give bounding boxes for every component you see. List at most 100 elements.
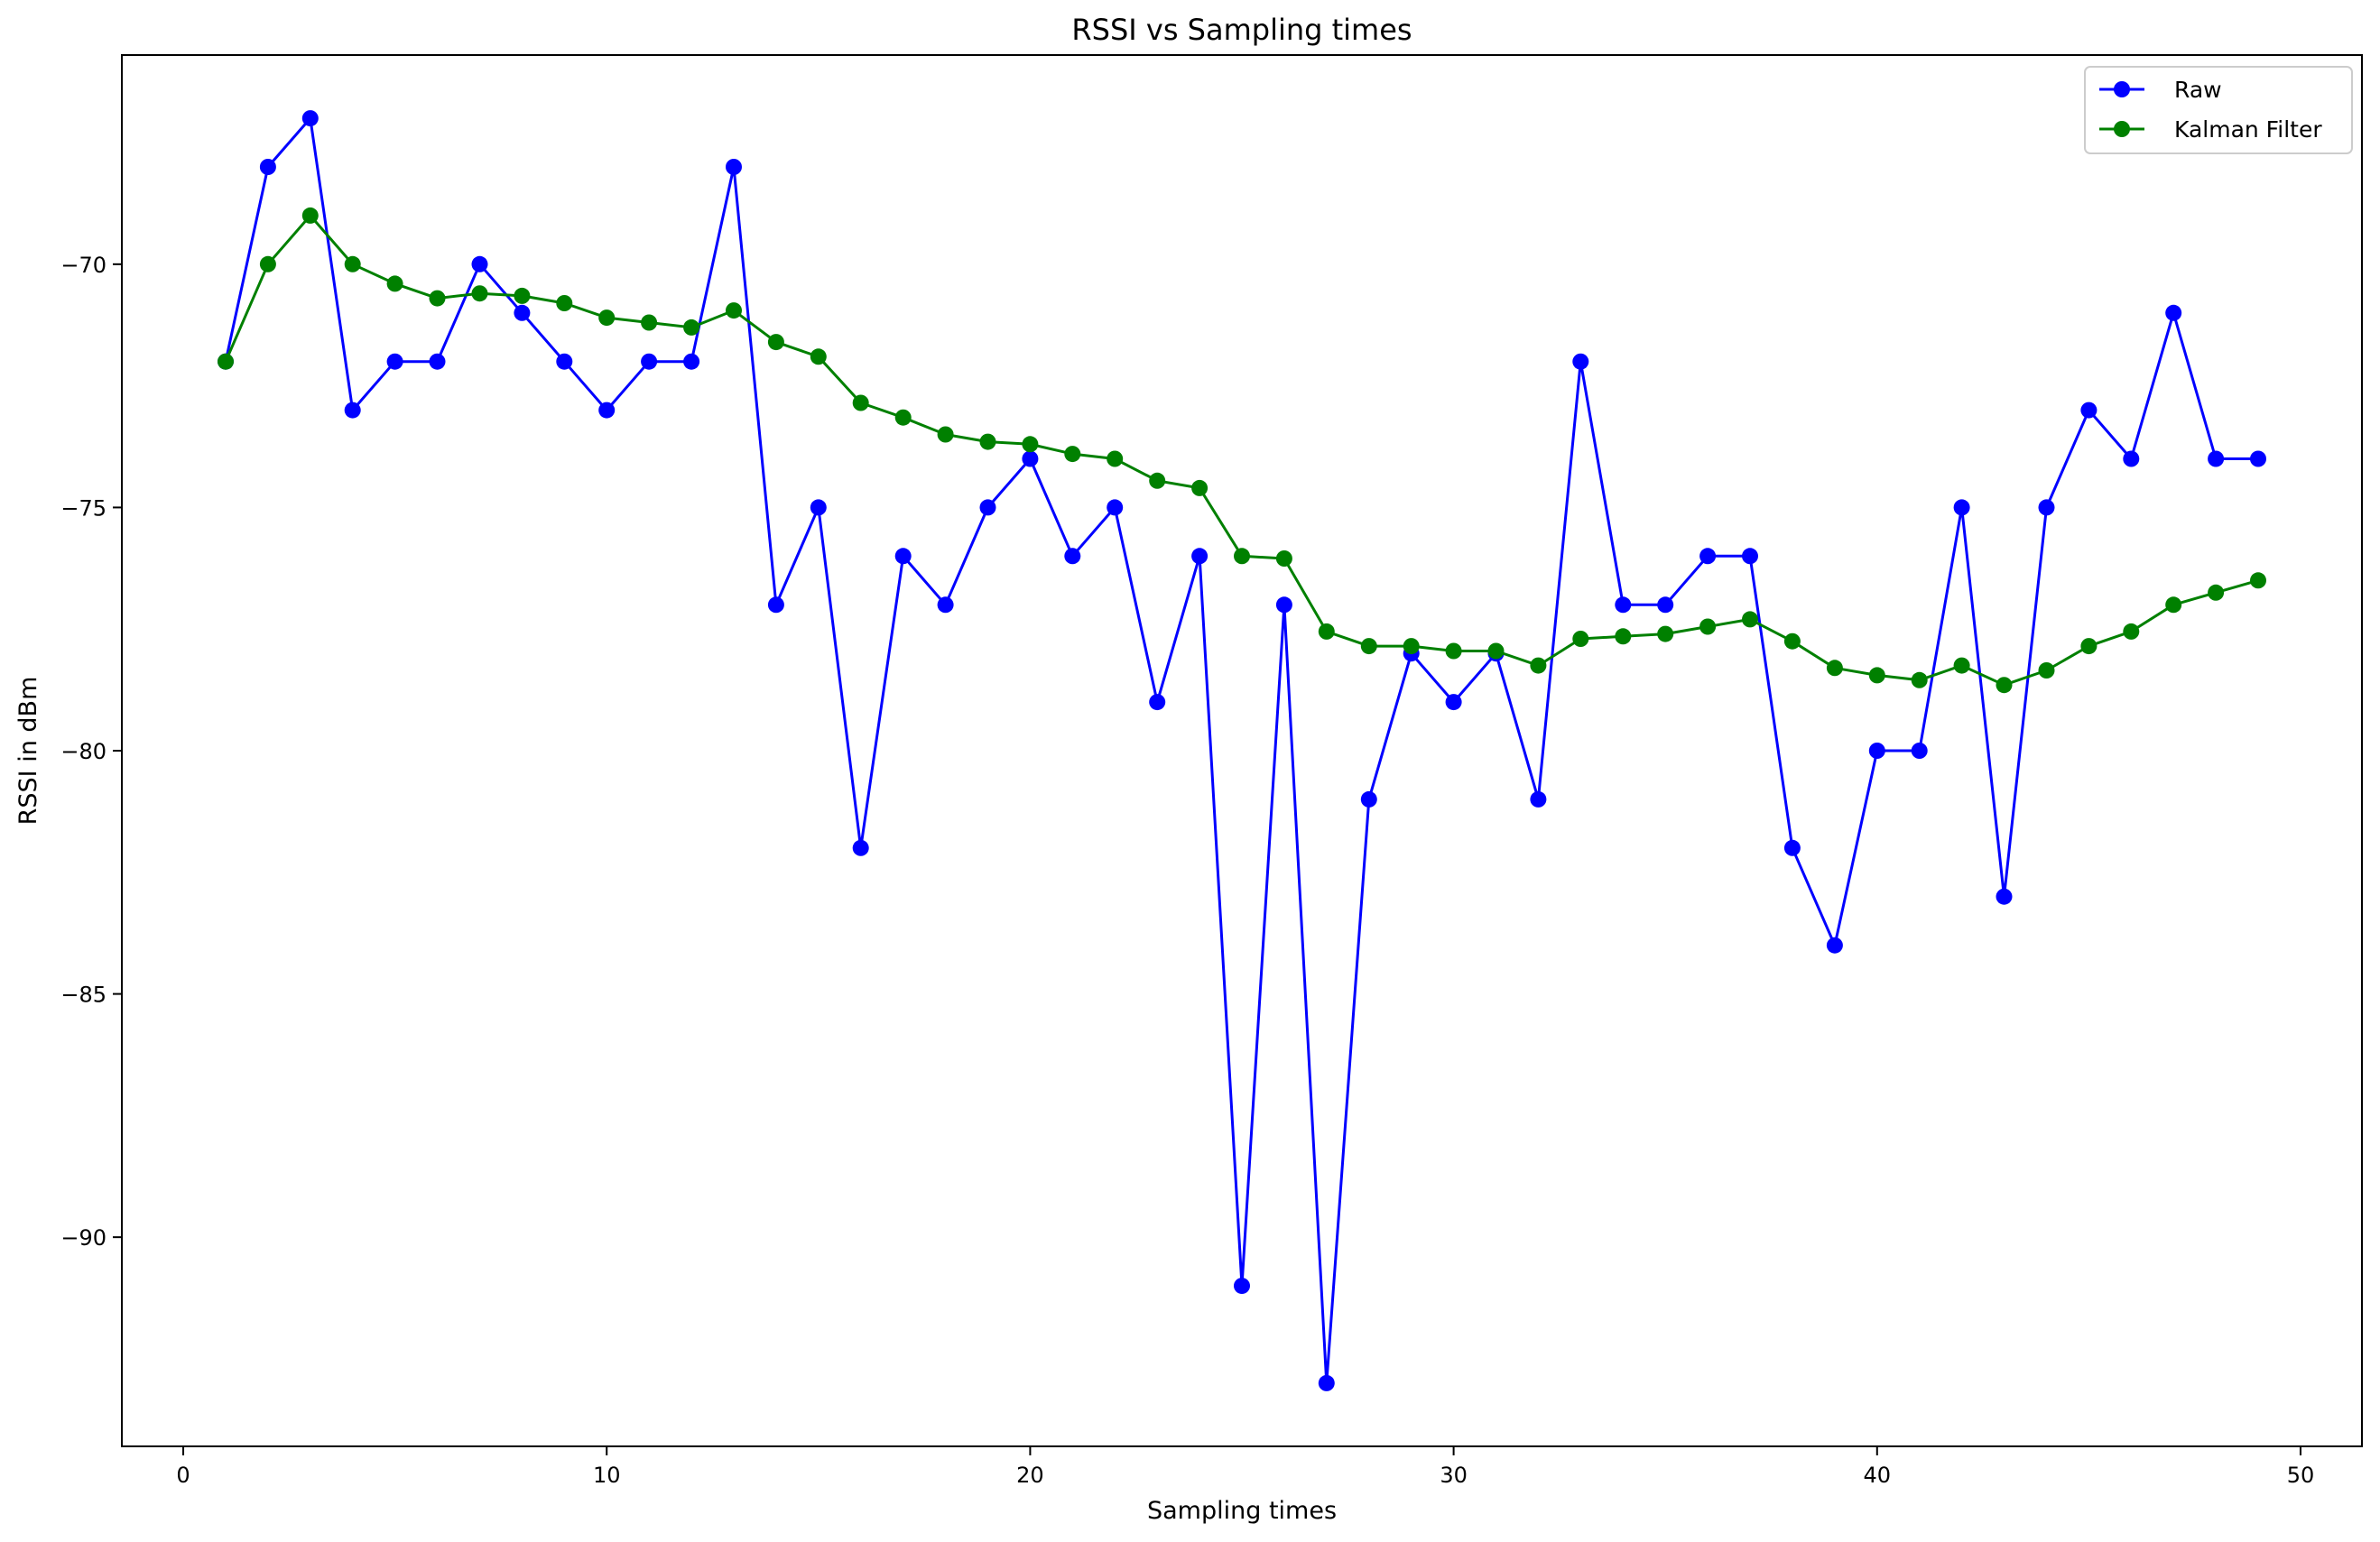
y-tick-label: −70 [60,253,106,278]
data-point-kalman-filter [301,207,319,224]
data-point-raw [2080,402,2098,419]
legend-kalman-label: Kalman Filter [2174,116,2322,143]
data-point-kalman-filter [1191,479,1209,496]
data-point-kalman-filter [1360,638,1377,655]
data-point-kalman-filter [259,255,276,272]
data-point-raw [1445,694,1462,711]
data-point-kalman-filter [1149,472,1166,489]
data-point-kalman-filter [556,295,573,311]
data-point-kalman-filter [598,309,616,327]
data-point-raw [514,304,531,321]
data-point-kalman-filter [1911,671,1928,688]
data-point-raw [1699,548,1717,565]
data-point-raw [259,159,276,175]
data-point-raw [810,499,827,516]
data-point-kalman-filter [1022,436,1039,453]
data-point-raw [894,548,912,565]
data-point-raw [1064,548,1081,565]
y-tick-label: −90 [60,1225,106,1251]
data-point-kalman-filter [2165,596,2182,614]
data-point-kalman-filter [641,314,658,331]
data-point-raw [301,110,319,127]
data-point-kalman-filter [2038,662,2055,679]
data-point-raw [1742,548,1758,565]
data-point-kalman-filter [429,290,446,307]
legend: Raw Kalman Filter [2084,66,2353,154]
data-point-raw [1826,937,1843,954]
data-point-raw [767,596,784,614]
data-point-raw [641,353,658,370]
data-point-raw [2038,499,2055,516]
data-point-kalman-filter [937,426,954,443]
data-point-kalman-filter [1699,618,1717,635]
y-tick-label: −85 [60,983,106,1008]
data-point-raw [1318,1374,1335,1391]
legend-frame [2084,66,2353,154]
x-axis-label: Sampling times [1147,1497,1337,1525]
data-point-kalman-filter [726,302,742,319]
data-point-kalman-filter [1530,657,1547,674]
data-point-kalman-filter [1868,667,1885,684]
data-point-raw [1657,596,1674,614]
series-layer [218,110,2266,1391]
data-point-kalman-filter [1615,628,1632,645]
data-point-kalman-filter [1572,631,1589,647]
data-point-kalman-filter [386,275,403,292]
data-point-raw [556,353,573,370]
data-point-kalman-filter [1996,677,2013,694]
data-point-raw [1530,790,1547,808]
data-point-kalman-filter [1234,548,1250,565]
x-tick-label: 0 [176,1463,190,1488]
x-tick-label: 20 [1016,1463,1044,1488]
x-axis-ticks: 0 10 20 30 40 50 [176,1446,2314,1488]
data-point-kalman-filter [344,255,361,272]
data-point-raw [1360,790,1377,808]
legend-kalman-marker [2114,121,2130,137]
data-point-raw [1107,499,1124,516]
y-tick-label: −80 [60,739,106,764]
data-point-raw [2123,450,2140,467]
data-point-raw [726,159,742,175]
data-point-raw [2165,304,2182,321]
data-point-kalman-filter [683,319,700,336]
data-point-kalman-filter [2250,572,2266,589]
data-point-raw [2250,450,2266,467]
legend-raw-marker [2114,81,2130,97]
data-point-kalman-filter [1403,638,1420,655]
data-point-raw [1615,596,1632,614]
data-point-raw [1911,743,1928,759]
y-axis-ticks: −90 −85 −80 −75 −70 [60,253,122,1251]
data-point-kalman-filter [1445,642,1462,660]
data-point-raw [1996,888,2013,905]
data-point-raw [937,596,954,614]
data-point-raw [344,402,361,419]
data-point-raw [1149,694,1166,711]
data-point-raw [1234,1278,1250,1295]
data-point-kalman-filter [1657,625,1674,642]
data-point-raw [471,255,488,272]
data-point-kalman-filter [810,348,827,365]
data-point-raw [683,353,700,370]
data-point-kalman-filter [1064,446,1081,463]
data-point-kalman-filter [1953,657,1970,674]
data-point-kalman-filter [1742,611,1758,628]
data-point-raw [1953,499,1970,516]
data-point-kalman-filter [1826,660,1843,677]
data-point-raw [1191,548,1209,565]
data-point-kalman-filter [2080,638,2098,655]
data-point-raw [979,499,996,516]
data-point-raw [1275,596,1292,614]
data-point-kalman-filter [852,394,869,411]
y-axis-label: RSSI in dBm [14,677,42,826]
data-point-raw [386,353,403,370]
data-point-kalman-filter [1275,550,1292,567]
data-point-raw [1783,839,1801,856]
data-point-kalman-filter [1318,623,1335,640]
x-tick-label: 40 [1864,1463,1892,1488]
data-point-kalman-filter [894,409,912,426]
data-point-raw [1022,450,1039,467]
data-point-kalman-filter [1783,632,1801,650]
data-point-raw [598,402,616,419]
data-point-kalman-filter [2123,623,2140,640]
